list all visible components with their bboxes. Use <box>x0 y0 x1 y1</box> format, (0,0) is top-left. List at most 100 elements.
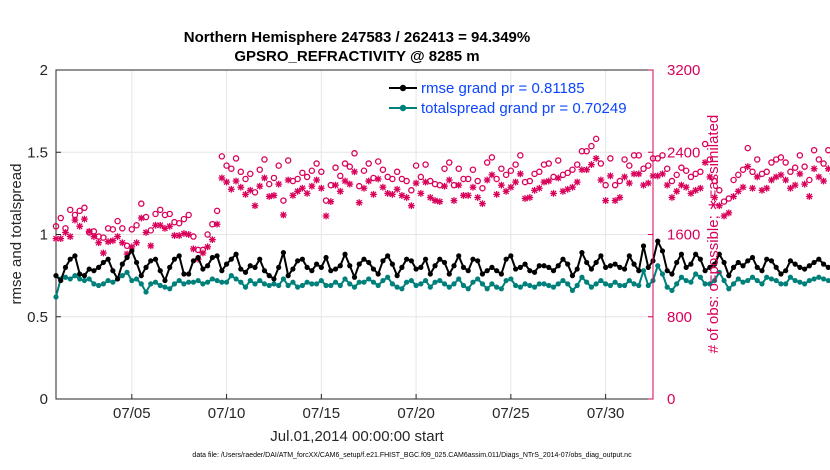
obs-assimilated-point <box>270 192 278 199</box>
totalspread-point <box>655 263 661 269</box>
totalspread-point <box>209 276 215 282</box>
rmse-point <box>290 266 296 272</box>
obs-assimilated-point <box>251 202 259 210</box>
obs-assimilated-point <box>749 184 756 192</box>
totalspread-point <box>133 276 140 282</box>
asterisk-stroke <box>479 200 486 207</box>
obs-assimilated-point <box>185 231 193 238</box>
obs-assimilated-point <box>625 179 633 187</box>
asterisk-stroke <box>71 217 78 224</box>
asterisk-stroke <box>398 192 405 199</box>
rmse-point <box>309 268 315 274</box>
totalspread-point <box>484 286 490 292</box>
obs-possible-point <box>573 161 581 168</box>
obs-assimilated-point <box>374 175 382 183</box>
asterisk-stroke <box>711 194 718 201</box>
obs-assimilated-point <box>166 222 174 230</box>
asterisk-stroke <box>408 202 415 209</box>
asterisk-stroke <box>427 194 434 201</box>
rmse-point <box>579 249 585 256</box>
rmse-point <box>72 253 78 259</box>
rmse-point <box>77 271 83 277</box>
asterisk-stroke <box>323 212 330 220</box>
obs-possible-point <box>180 215 188 223</box>
obs-assimilated-point <box>137 214 145 222</box>
obs-assimilated-point <box>407 202 415 210</box>
obs-possible-point <box>825 146 830 154</box>
rmse-point <box>129 248 135 254</box>
obs-possible-point <box>616 177 624 185</box>
rmse-point <box>427 271 433 277</box>
rmse-point <box>119 261 125 267</box>
obs-possible-point <box>583 147 590 155</box>
obs-possible-point <box>114 217 121 225</box>
asterisk-stroke <box>57 235 64 242</box>
totalspread-point <box>271 281 277 287</box>
asterisk-stroke <box>119 239 126 246</box>
obs-assimilated-point <box>493 191 501 198</box>
obs-possible-point <box>744 144 752 152</box>
asterisk-stroke <box>337 188 344 195</box>
obs-assimilated-point <box>156 221 164 229</box>
obs-possible-point <box>133 221 140 229</box>
asterisk-stroke <box>536 185 543 192</box>
asterisk-stroke <box>578 166 585 173</box>
asterisk-stroke <box>801 181 808 188</box>
obs-assimilated-point <box>777 171 785 179</box>
totalspread-point <box>820 276 827 282</box>
rmse-point <box>664 268 670 274</box>
asterisk-stroke <box>541 179 548 186</box>
rmse-point <box>152 256 159 262</box>
rmse-point <box>479 271 486 277</box>
rmse-point <box>181 271 187 277</box>
rmse-point <box>612 261 618 267</box>
totalspread-point <box>171 281 178 287</box>
totalspread-point <box>745 277 751 284</box>
obs-assimilated-point <box>682 183 690 191</box>
rmse-point <box>740 263 746 269</box>
obs-assimilated-point <box>85 228 93 235</box>
totalspread-point <box>527 282 533 289</box>
asterisk-stroke <box>379 184 386 191</box>
totalspread-point <box>105 277 111 284</box>
rmse-point <box>659 248 666 254</box>
totalspread-point <box>332 279 339 285</box>
asterisk-stroke <box>81 216 88 223</box>
obs-possible-point <box>57 214 64 222</box>
obs-assimilated-point <box>730 193 737 200</box>
rmse-point <box>280 249 287 256</box>
rmse-point <box>745 258 751 264</box>
rmse-point <box>783 268 789 274</box>
obs-possible-point <box>517 152 524 159</box>
totalspread-point <box>356 279 362 285</box>
asterisk-stroke <box>526 194 533 201</box>
asterisk-stroke <box>375 175 382 182</box>
obs-assimilated-point <box>787 184 794 192</box>
rmse-point <box>370 266 377 272</box>
grid-lines <box>56 70 653 399</box>
obs-possible-point <box>668 177 676 185</box>
asterisk-stroke <box>446 176 453 184</box>
rmse-point <box>233 251 239 257</box>
totalspread-point <box>148 281 154 287</box>
rmse-point <box>517 264 523 270</box>
totalspread-point <box>422 277 429 284</box>
asterisk-stroke <box>109 237 116 244</box>
rmse-point <box>787 258 794 264</box>
obs-assimilated-point <box>540 178 548 186</box>
rmse-point <box>53 273 59 279</box>
asterisk-stroke <box>507 184 514 191</box>
obs-possible-point <box>507 167 515 175</box>
asterisk-stroke <box>469 184 476 191</box>
asterisk-stroke <box>294 188 301 195</box>
rmse-point <box>508 253 514 259</box>
obs-assimilated-point <box>246 186 254 194</box>
obs-possible-point <box>365 160 372 167</box>
totalspread-point <box>219 279 225 285</box>
obs-possible-point <box>109 226 117 233</box>
asterisk-stroke <box>697 185 704 192</box>
asterisk-stroke <box>659 170 666 177</box>
obs-possible-point <box>554 157 562 164</box>
obs-possible-point <box>66 206 74 214</box>
obs-possible-point <box>663 165 671 172</box>
